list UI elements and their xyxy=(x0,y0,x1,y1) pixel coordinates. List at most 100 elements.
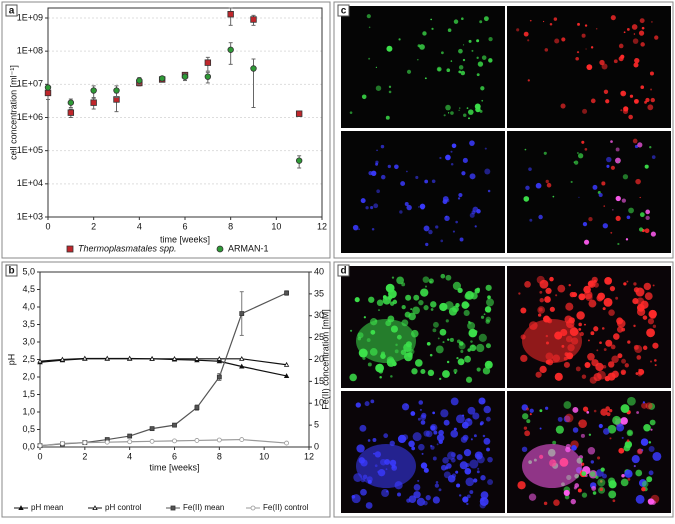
fluorescent-spot xyxy=(360,198,366,204)
x-tick-label: 4 xyxy=(137,221,142,231)
fluorescent-spot xyxy=(474,288,480,294)
fluorescent-spot xyxy=(461,171,466,176)
panel-label: d xyxy=(340,266,346,277)
fluorescent-spot xyxy=(584,24,588,27)
fluorescent-spot xyxy=(379,375,382,379)
fluorescent-spot xyxy=(638,368,641,372)
fluorescent-spot xyxy=(620,54,625,59)
fluorescent-spot xyxy=(628,207,634,214)
fluorescent-spot xyxy=(644,164,649,169)
fluorescent-spot xyxy=(431,27,434,30)
fluorescent-spot xyxy=(543,501,548,506)
fluorescent-spot xyxy=(605,99,610,104)
series-line xyxy=(39,292,287,447)
fluorescent-spot xyxy=(597,292,606,301)
series-line xyxy=(39,357,287,366)
panel-label-box xyxy=(337,264,350,277)
fluorescent-spot xyxy=(536,275,545,284)
fluorescent-spot xyxy=(615,147,620,152)
fluorescent-spot xyxy=(469,140,475,146)
fluorescent-spot xyxy=(446,463,452,469)
fluorescent-spot xyxy=(486,298,494,307)
fluorescent-spot xyxy=(456,339,461,344)
fluorescent-spot xyxy=(375,85,382,91)
fluorescent-spot xyxy=(601,181,606,186)
fluorescent-spot xyxy=(580,433,585,438)
fluorescent-spot xyxy=(593,326,599,332)
fluorescent-spot xyxy=(430,18,433,21)
fluorescent-cluster xyxy=(356,444,416,488)
marker xyxy=(149,426,155,432)
fluorescent-spot xyxy=(608,408,613,413)
fluorescent-spot xyxy=(588,299,597,308)
fluorescent-spot xyxy=(597,370,606,380)
fluorescent-spot xyxy=(618,447,625,454)
fluorescent-spot xyxy=(464,467,472,475)
fluorescent-spot xyxy=(480,315,485,319)
fluorescent-spot xyxy=(596,349,599,352)
x-tick-label: 2 xyxy=(82,451,87,461)
x-tick-label: 10 xyxy=(259,451,269,461)
fluorescent-spot xyxy=(582,406,589,412)
marker xyxy=(227,11,234,18)
fluorescent-spot xyxy=(651,155,656,159)
fluorescent-spot xyxy=(406,69,412,74)
fluorescent-spot xyxy=(467,109,474,115)
fluorescent-spot xyxy=(564,494,570,500)
fluorescent-spot xyxy=(593,282,599,288)
fluorescent-spot xyxy=(365,206,369,210)
fluorescent-spot xyxy=(632,38,639,44)
fluorescent-spot xyxy=(418,443,425,451)
fluorescent-spot xyxy=(459,107,461,109)
fluorescent-spot xyxy=(603,348,607,351)
fluorescent-spot xyxy=(385,115,390,120)
fluorescent-spot xyxy=(618,161,620,163)
fluorescent-spot xyxy=(386,490,389,493)
fluorescent-spot xyxy=(640,85,645,90)
fluorescent-spot xyxy=(603,297,613,307)
y2-axis-title: Fe(II) concentration [mM] xyxy=(320,309,330,410)
fluorescent-spot xyxy=(588,280,596,288)
fluorescent-spot xyxy=(585,48,587,50)
fluorescent-spot xyxy=(620,417,628,425)
fluorescent-spot xyxy=(595,362,604,372)
panel-label: c xyxy=(341,6,347,17)
y-tick-label: 0,5 xyxy=(22,424,35,434)
y-tick-label: 1,5 xyxy=(22,389,35,399)
fluorescent-spot xyxy=(552,195,555,198)
fluorescent-spot xyxy=(645,209,651,215)
fluorescent-spot xyxy=(590,331,595,336)
marker xyxy=(283,373,290,378)
fluorescent-spot xyxy=(388,85,392,89)
fluorescent-spot xyxy=(459,237,464,242)
fluorescent-spot xyxy=(476,453,481,458)
fluorescent-spot xyxy=(620,91,625,96)
fluorescent-spot xyxy=(623,282,627,286)
fluorescent-spot xyxy=(610,344,616,350)
fluorescent-spot xyxy=(440,239,444,243)
fluorescent-spot xyxy=(615,215,621,221)
legend-label: Thermoplasmatales spp. xyxy=(78,243,177,253)
fluorescent-spot xyxy=(552,440,557,445)
fluorescent-spot xyxy=(443,114,446,117)
fluorescent-spot xyxy=(624,363,629,368)
fluorescent-spot xyxy=(585,293,593,302)
fluorescent-spot xyxy=(485,319,491,324)
fluorescent-spot xyxy=(587,447,596,455)
fluorescent-spot xyxy=(523,196,530,202)
fluorescent-spot xyxy=(354,297,360,303)
fluorescent-spot xyxy=(620,404,630,413)
marker xyxy=(67,109,75,116)
fluorescent-spot xyxy=(450,397,459,406)
panel-label: a xyxy=(9,6,15,17)
y-tick-label: 5,0 xyxy=(22,266,35,276)
fluorescent-spot xyxy=(446,360,450,364)
fluorescent-spot xyxy=(599,487,604,492)
fluorescent-spot xyxy=(483,313,486,316)
fluorescent-spot xyxy=(438,429,444,436)
fluorescent-spot xyxy=(578,419,587,428)
fluorescent-spot xyxy=(371,227,375,231)
x-tick-label: 6 xyxy=(172,451,177,461)
fluorescent-spot xyxy=(476,209,481,214)
fluorescent-spot xyxy=(432,411,436,415)
